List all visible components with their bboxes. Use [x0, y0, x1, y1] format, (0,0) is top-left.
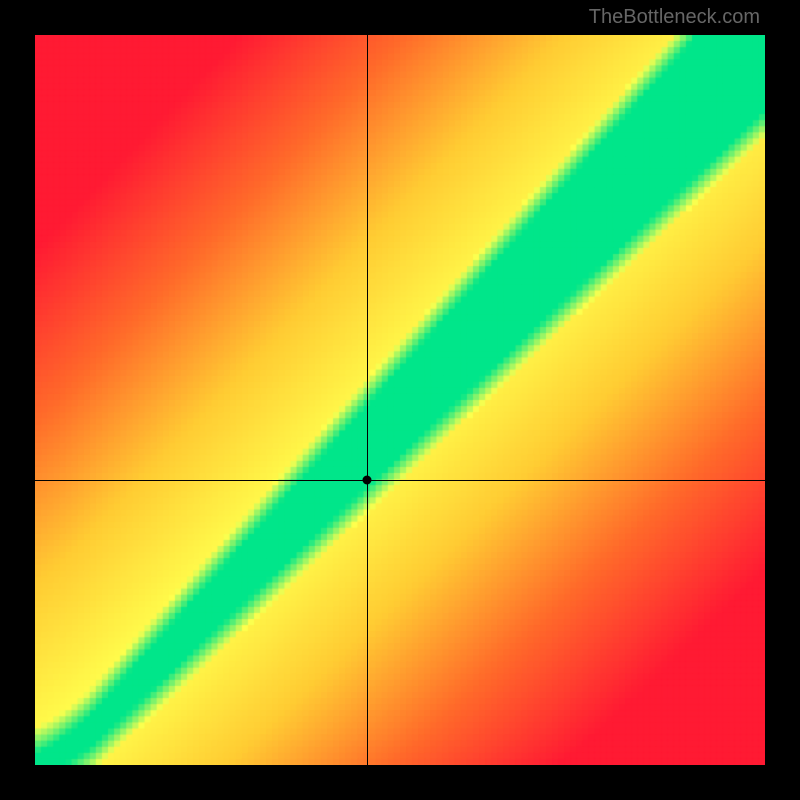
heatmap-canvas — [35, 35, 765, 765]
crosshair-horizontal — [35, 480, 765, 481]
chart-container: TheBottleneck.com — [0, 0, 800, 800]
crosshair-vertical — [367, 35, 368, 765]
watermark-text: TheBottleneck.com — [589, 6, 760, 29]
data-point-marker — [363, 476, 372, 485]
plot-area — [35, 35, 765, 765]
